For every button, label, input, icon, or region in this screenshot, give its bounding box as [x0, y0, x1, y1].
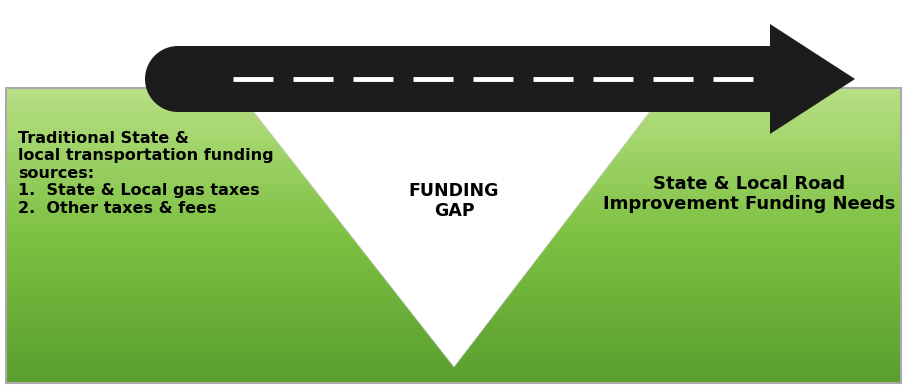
Polygon shape — [145, 46, 178, 112]
Text: FUNDING
GAP: FUNDING GAP — [409, 182, 499, 221]
Text: Traditional State &
local transportation funding
sources:
1.  State & Local gas : Traditional State & local transportation… — [18, 131, 274, 216]
Bar — [6, 88, 901, 383]
Bar — [178, 46, 770, 112]
Polygon shape — [235, 88, 668, 367]
Text: State & Local Road
Improvement Funding Needs: State & Local Road Improvement Funding N… — [603, 175, 895, 214]
Polygon shape — [770, 24, 855, 134]
